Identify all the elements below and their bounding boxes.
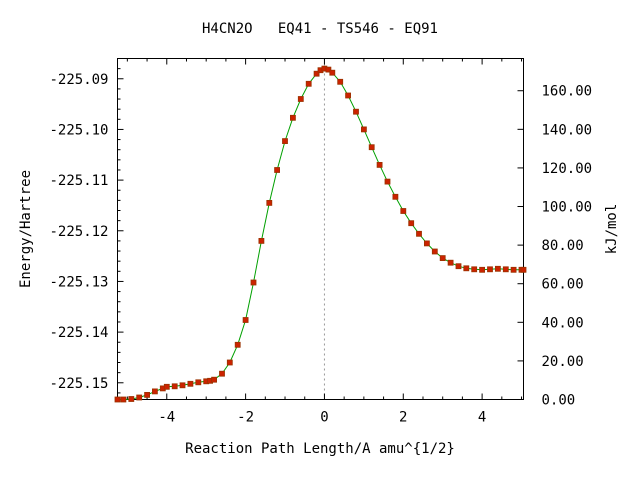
data-point: [329, 69, 336, 76]
x-axis: -4 -2 0 2 4: [126, 58, 523, 426]
data-point: [171, 383, 178, 390]
data-point: [179, 382, 186, 389]
data-point: [289, 114, 296, 121]
data-point: [211, 376, 218, 383]
chart-title: H4CN2O EQ41 - TS546 - EQ91: [202, 21, 438, 37]
data-point: [487, 266, 493, 273]
y-tick-label: -225.12: [49, 224, 108, 240]
y-tick-label: -225.11: [49, 173, 108, 189]
y2-axis-label: kJ/mol: [604, 204, 620, 255]
y2-tick-label: 0.00: [542, 393, 576, 409]
data-point: [494, 265, 501, 272]
data-point: [479, 266, 486, 273]
data-point: [520, 266, 527, 273]
data-point: [439, 255, 446, 262]
data-point: [447, 259, 454, 266]
data-point: [305, 80, 312, 87]
data-point: [360, 126, 367, 133]
energy-series-markers: [114, 65, 527, 403]
data-point: [114, 396, 121, 403]
y-axis-label: Energy/Hartree: [18, 170, 34, 288]
data-point: [408, 220, 415, 227]
data-point: [471, 266, 478, 273]
y2-tick-label: 80.00: [542, 238, 584, 254]
data-point: [219, 370, 225, 377]
data-point: [266, 199, 273, 206]
data-point: [376, 161, 383, 168]
y2-tick-label: 40.00: [542, 315, 584, 331]
data-point: [144, 391, 151, 398]
y2-tick-label: 160.00: [542, 84, 593, 100]
data-point: [368, 144, 375, 151]
data-point: [392, 193, 399, 200]
data-point: [297, 96, 304, 102]
x-tick-label: 0: [320, 410, 328, 426]
data-point: [353, 108, 359, 115]
y2-tick-label: 20.00: [542, 354, 584, 370]
data-point: [282, 138, 288, 145]
x-tick-label: 2: [399, 410, 407, 426]
y2-tick-label: 140.00: [542, 122, 593, 138]
data-point: [250, 279, 257, 286]
y-tick-label: -225.15: [49, 376, 108, 392]
data-point: [242, 317, 249, 323]
data-point: [187, 380, 194, 387]
data-point: [234, 341, 241, 348]
y2-tick-label: 60.00: [542, 277, 584, 293]
data-point: [384, 178, 391, 185]
data-point: [195, 379, 202, 386]
data-point: [226, 359, 233, 366]
data-point: [313, 70, 320, 77]
data-point: [258, 237, 265, 244]
y-axis-left: -225.15 -225.14 -225.13 -225.12 -225.11 -225.…: [49, 58, 124, 394]
data-point: [400, 208, 407, 214]
y-tick-label: -225.14: [49, 325, 108, 341]
data-point: [136, 394, 143, 401]
x-axis-label: Reaction Path Length/A amu^{1/2}: [185, 441, 455, 457]
data-point: [337, 78, 344, 85]
x-tick-label: -4: [158, 410, 175, 426]
data-point: [120, 396, 127, 403]
x-tick-label: 4: [478, 410, 486, 426]
y2-tick-label: 100.00: [542, 200, 593, 216]
y-tick-label: -225.09: [49, 72, 108, 88]
data-point: [325, 66, 332, 73]
data-point: [463, 265, 470, 272]
data-point: [416, 230, 422, 237]
data-point: [345, 92, 352, 99]
x-tick-label: -2: [237, 410, 254, 426]
data-point: [510, 266, 517, 273]
y2-tick-label: 120.00: [542, 161, 593, 177]
data-point: [151, 388, 158, 395]
data-point: [274, 167, 281, 173]
plot-frame: [117, 58, 524, 400]
y-tick-label: -225.13: [49, 274, 108, 290]
y-axis-right: 0.00 20.00 40.00 60.00 80.00 100.00 120.00 140.…: [517, 84, 593, 409]
data-point: [128, 396, 135, 402]
energy-series-line: [117, 68, 524, 400]
data-point: [423, 240, 430, 247]
y-tick-label: -225.10: [49, 122, 108, 138]
data-point: [163, 383, 170, 390]
data-point: [502, 266, 509, 273]
data-point: [455, 263, 462, 270]
data-point: [431, 248, 438, 255]
